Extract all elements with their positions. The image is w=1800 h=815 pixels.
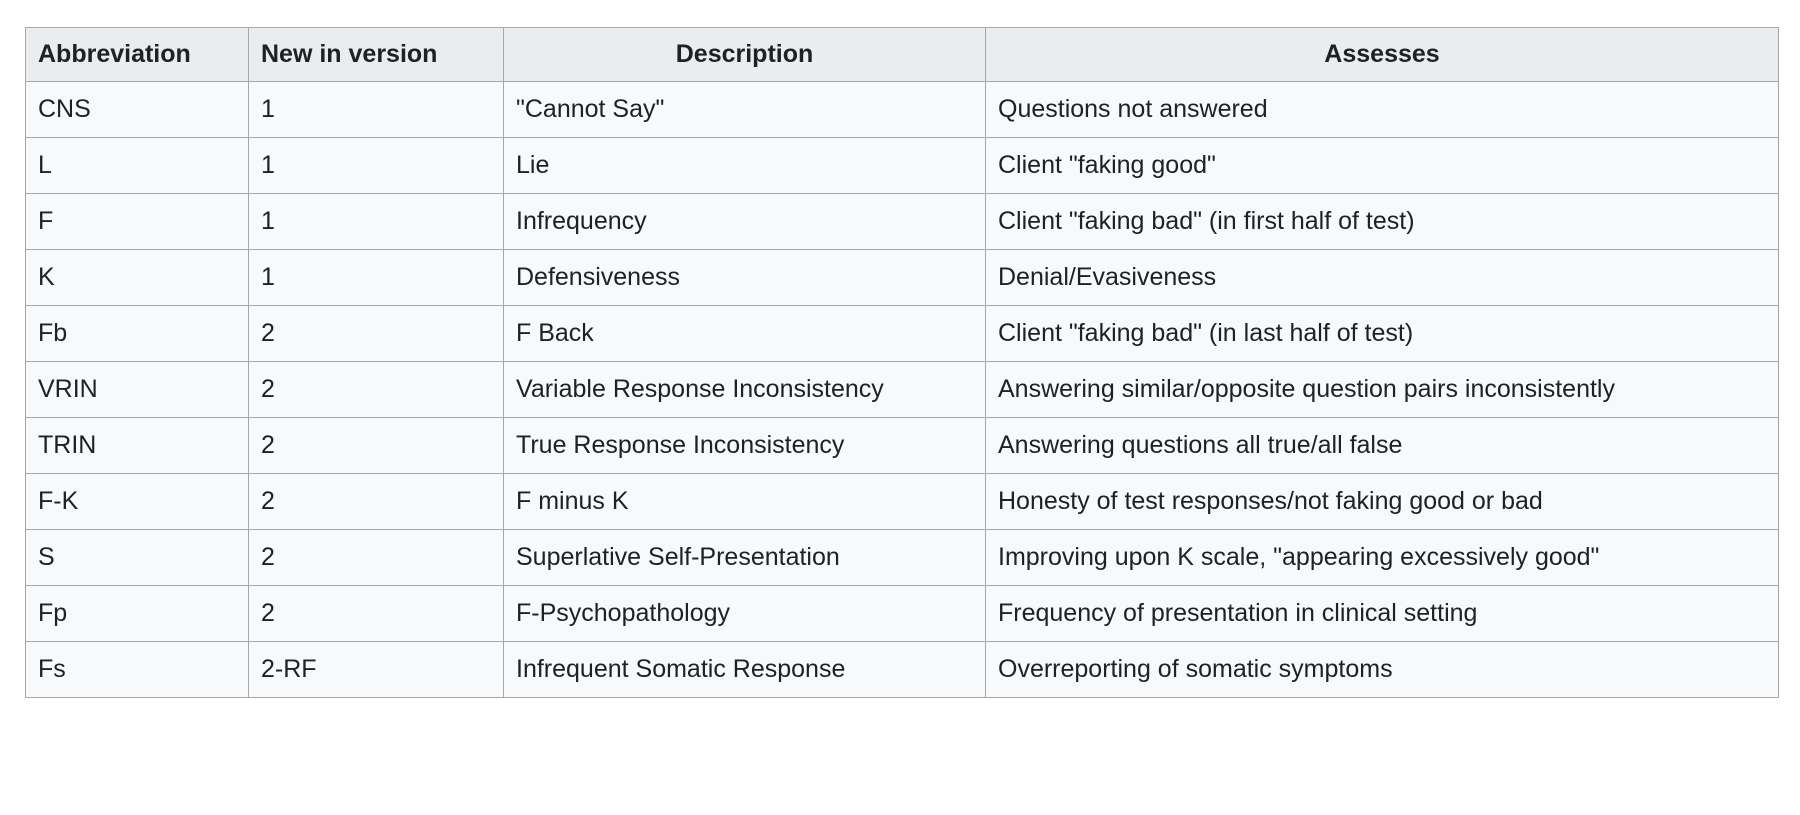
table-header-row: Abbreviation New in version Description … [25,27,1779,82]
cell-abbreviation: Fp [25,585,249,642]
cell-abbreviation: F-K [25,473,249,530]
cell-new_in_version: 1 [248,249,504,306]
validity-scales-table-container: Abbreviation New in version Description … [25,27,1779,698]
table-row: TRIN 2 True Response Inconsistency Answerin… [25,417,1779,474]
cell-new_in_version: 1 [248,81,504,138]
cell-abbreviation: L [25,137,249,194]
cell-assesses: Client "faking bad" (in first half of te… [985,193,1779,250]
table-body: CNS 1 "Cannot Say" Questions not answered L 1… [25,81,1779,698]
cell-abbreviation: Fs [25,641,249,698]
cell-new_in_version: 1 [248,137,504,194]
cell-assesses: Denial/Evasiveness [985,249,1779,306]
cell-assesses: Answering similar/opposite question pair… [985,361,1779,418]
table-header: Abbreviation New in version Description … [25,27,1779,82]
cell-new_in_version: 1 [248,193,504,250]
cell-assesses: Frequency of presentation in clinical se… [985,585,1779,642]
cell-assesses: Answering questions all true/all false [985,417,1779,474]
cell-abbreviation: F [25,193,249,250]
cell-assesses: Client "faking bad" (in last half of tes… [985,305,1779,362]
cell-abbreviation: VRIN [25,361,249,418]
table-row: CNS 1 "Cannot Say" Questions not answered [25,81,1779,138]
table-row: Fb 2 F Back Client "faking bad" (in last ha… [25,305,1779,362]
cell-assesses: Improving upon K scale, "appearing exces… [985,529,1779,586]
validity-scales-table: Abbreviation New in version Description … [25,27,1779,698]
cell-description: Defensiveness [503,249,986,306]
cell-assesses: Honesty of test responses/not faking goo… [985,473,1779,530]
cell-abbreviation: S [25,529,249,586]
column-header-abbreviation: Abbreviation [25,27,249,82]
table-row: Fs 2-RF Infrequent Somatic Response Overrep… [25,641,1779,698]
cell-description: Infrequent Somatic Response [503,641,986,698]
cell-abbreviation: K [25,249,249,306]
table-row: F-K 2 F minus K Honesty of test responses/n… [25,473,1779,530]
cell-assesses: Client "faking good" [985,137,1779,194]
table-row: S 2 Superlative Self-Presentation Improving… [25,529,1779,586]
cell-description: Variable Response Inconsistency [503,361,986,418]
cell-assesses: Overreporting of somatic symptoms [985,641,1779,698]
cell-new_in_version: 2 [248,585,504,642]
table-row: F 1 Infrequency Client "faking bad" (in fir… [25,193,1779,250]
cell-abbreviation: CNS [25,81,249,138]
cell-assesses: Questions not answered [985,81,1779,138]
table-row: Fp 2 F-Psychopathology Frequency of present… [25,585,1779,642]
table-row: K 1 Defensiveness Denial/Evasiveness [25,249,1779,306]
cell-description: F minus K [503,473,986,530]
column-header-description: Description [503,27,986,82]
cell-new_in_version: 2 [248,305,504,362]
cell-new_in_version: 2 [248,473,504,530]
cell-description: F Back [503,305,986,362]
table-row: VRIN 2 Variable Response Inconsistency Answ… [25,361,1779,418]
cell-description: Infrequency [503,193,986,250]
column-header-assesses: Assesses [985,27,1779,82]
column-header-new-in-version: New in version [248,27,504,82]
cell-description: "Cannot Say" [503,81,986,138]
cell-new_in_version: 2-RF [248,641,504,698]
cell-new_in_version: 2 [248,361,504,418]
cell-new_in_version: 2 [248,417,504,474]
cell-abbreviation: Fb [25,305,249,362]
cell-description: True Response Inconsistency [503,417,986,474]
cell-description: Superlative Self-Presentation [503,529,986,586]
cell-abbreviation: TRIN [25,417,249,474]
cell-description: Lie [503,137,986,194]
cell-new_in_version: 2 [248,529,504,586]
cell-description: F-Psychopathology [503,585,986,642]
table-row: L 1 Lie Client "faking good" [25,137,1779,194]
